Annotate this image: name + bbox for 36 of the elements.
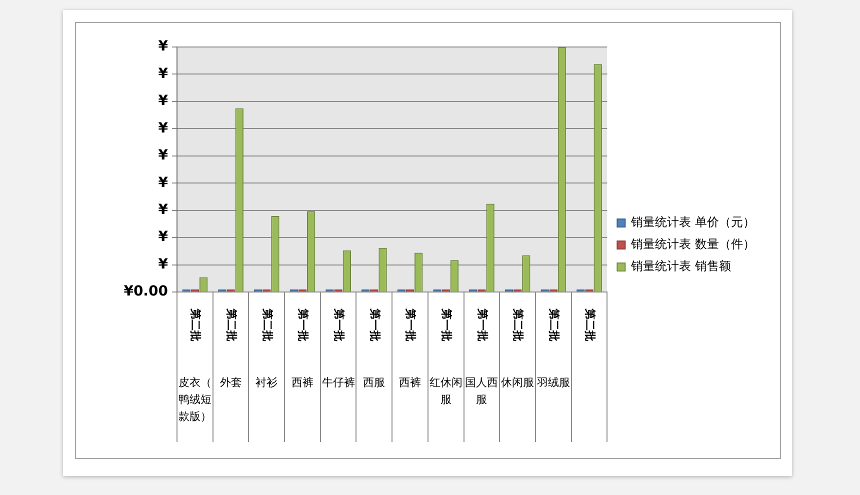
- x-tick-label: 外套: [220, 376, 242, 389]
- text: 第二批: [548, 308, 561, 342]
- text: ¥: [158, 66, 168, 82]
- x-tick-label: 休闲服: [501, 376, 534, 389]
- text: 第二批: [512, 308, 525, 342]
- x-tick-label: 衬衫: [256, 376, 278, 389]
- x-tick-label: 西裤: [291, 376, 314, 389]
- x-tick-label: 羽绒服: [536, 376, 570, 389]
- text: 第二批: [224, 308, 238, 342]
- legend-label: 销量统计表 销售额: [630, 259, 732, 274]
- text: 第二批: [260, 308, 274, 342]
- text: ¥: [158, 120, 168, 136]
- x-tick-label: 红休闲服: [429, 376, 462, 406]
- text: 第二批: [189, 308, 202, 342]
- text: 第一批: [476, 308, 489, 342]
- text: 第一批: [332, 308, 346, 342]
- text: ¥: [158, 174, 168, 191]
- x-tick-label: 西服: [363, 376, 386, 389]
- legend-label: 销量统计表 单价（元）: [630, 215, 756, 230]
- x-tick-label: 西裤: [399, 376, 422, 389]
- x-tick-label: 皮衣（鸭绒短款版）: [178, 376, 212, 423]
- text: 第二批: [583, 308, 596, 342]
- text: ¥: [158, 38, 168, 55]
- legend-label: 销量统计表 数量（件）: [630, 237, 756, 252]
- text: ¥: [158, 256, 168, 272]
- text: ¥: [158, 202, 168, 218]
- text: 第一批: [440, 308, 454, 342]
- text: ¥: [158, 229, 168, 246]
- text: 第一批: [404, 308, 418, 342]
- text: ¥0.00: [124, 284, 168, 300]
- x-tick-label: 国人西服: [465, 376, 498, 406]
- text: ¥: [158, 148, 168, 164]
- text: 第一批: [296, 308, 310, 342]
- text: ¥: [158, 93, 168, 110]
- text: 第一批: [368, 308, 382, 342]
- x-tick-label: 牛仔裤: [322, 376, 355, 389]
